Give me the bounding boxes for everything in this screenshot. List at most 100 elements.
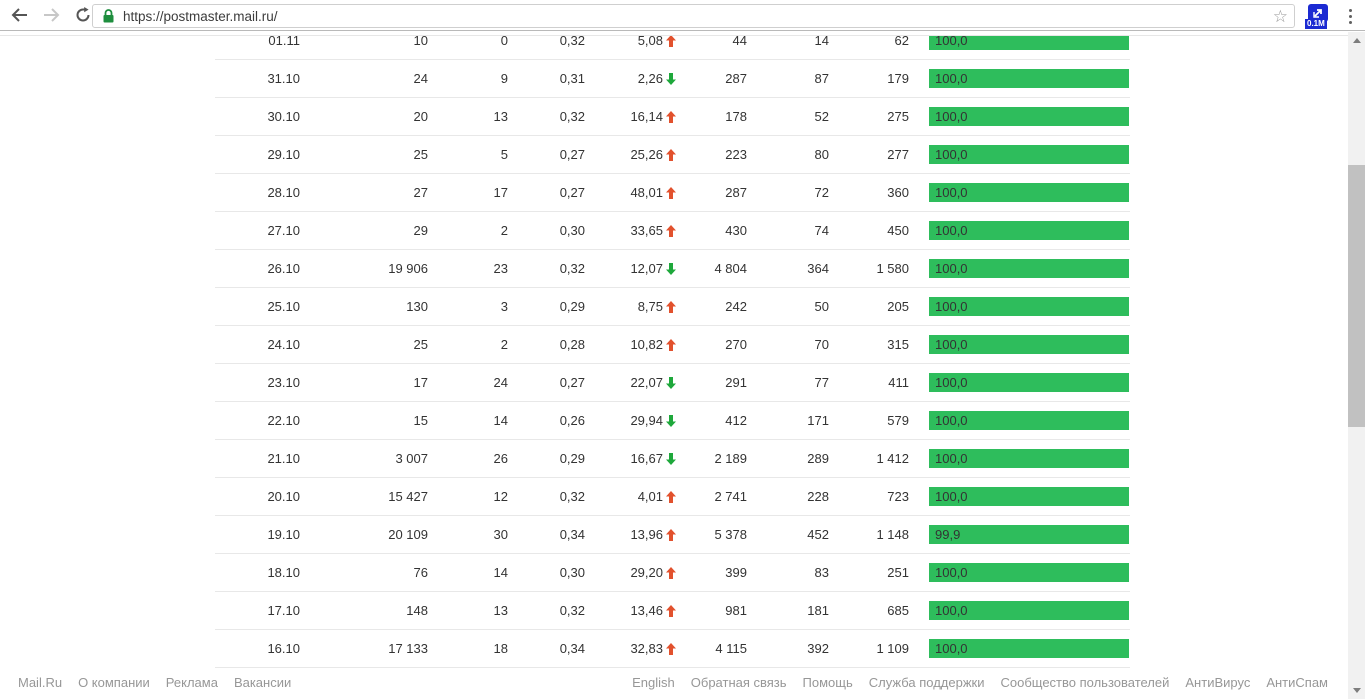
table-row: 19.10 20 109 30 0,34 13,96 5 378 452 1 1…: [215, 516, 1130, 554]
footer-link-anchor[interactable]: Сообщество пользователей: [1000, 675, 1170, 690]
cell-value-5: 52: [814, 109, 829, 124]
scrollbar-down-button[interactable]: [1348, 682, 1365, 699]
cell-value-4: 178: [725, 109, 747, 124]
footer-links-left: Mail.Ru О компании Реклама Вакансии: [18, 674, 291, 692]
cell-value-3: 0,32: [559, 261, 585, 276]
trend-arrow-icon: [663, 72, 679, 85]
cell-quality: 100,0: [909, 487, 1130, 506]
back-button[interactable]: [6, 2, 32, 28]
table-row: 16.10 17 133 18 0,34 32,83 4 115 392 1 1…: [215, 630, 1130, 668]
vertical-scrollbar[interactable]: [1348, 32, 1365, 699]
quality-bar: 99,9: [929, 525, 1129, 544]
cell-value-5: 171: [807, 413, 829, 428]
cell-delta: 13,46: [585, 603, 679, 618]
footer-link: Служба поддержки: [869, 674, 985, 692]
footer-link-anchor[interactable]: Обратная связь: [690, 675, 787, 690]
delta-value: 13,96: [630, 527, 663, 542]
cell-delta: 4,01: [585, 489, 679, 504]
cell-value-5: 392: [807, 641, 829, 656]
cell-value-1: 24: [413, 71, 428, 86]
footer-link-anchor[interactable]: Вакансии: [233, 675, 292, 690]
scrollbar-up-button[interactable]: [1348, 32, 1365, 49]
footer-link-anchor[interactable]: Служба поддержки: [868, 675, 985, 690]
cell-value-2: 5: [500, 147, 508, 162]
delta-value: 13,46: [630, 603, 663, 618]
cell-value-4: 270: [725, 337, 747, 352]
cell-value-4: 44: [732, 36, 747, 48]
bookmark-star-icon[interactable]: ☆: [1272, 6, 1288, 26]
page-content: 01.11 10 0 0,32 5,08 44 14 62 100,0 31.1…: [0, 31, 1365, 698]
footer-link: Mail.Ru: [18, 674, 62, 692]
trend-arrow-icon: [663, 110, 679, 123]
cell-value-3: 0,27: [559, 147, 585, 162]
cell-value-3: 0,34: [559, 527, 585, 542]
cell-value-2: 14: [493, 565, 508, 580]
footer-link-anchor[interactable]: АнтиСпам: [1266, 675, 1328, 690]
cell-delta: 33,65: [585, 223, 679, 238]
cell-delta: 2,26: [585, 71, 679, 86]
cell-date: 17.10: [267, 603, 300, 618]
extension-button[interactable]: 0.1M: [1305, 3, 1330, 29]
trend-arrow-icon: [663, 36, 679, 47]
cell-value-4: 2 189: [714, 451, 747, 466]
cell-value-2: 9: [500, 71, 508, 86]
cell-value-5: 80: [814, 147, 829, 162]
table-row: 24.10 25 2 0,28 10,82 270 70 315 100,0: [215, 326, 1130, 364]
browser-menu-button[interactable]: [1340, 3, 1360, 29]
footer-link-anchor[interactable]: О компании: [78, 675, 150, 690]
delta-value: 48,01: [630, 185, 663, 200]
cell-value-1: 130: [406, 299, 428, 314]
cell-date: 30.10: [267, 109, 300, 124]
cell-value-3: 0,32: [559, 109, 585, 124]
quality-bar: 100,0: [929, 411, 1129, 430]
cell-value-4: 223: [725, 147, 747, 162]
footer-link-anchor[interactable]: Mail.Ru: [18, 675, 63, 690]
trend-arrow-icon: [663, 148, 679, 161]
cell-value-5: 70: [814, 337, 829, 352]
cell-quality: 100,0: [909, 183, 1130, 202]
scrollbar-thumb[interactable]: [1348, 165, 1365, 427]
cell-delta: 29,20: [585, 565, 679, 580]
quality-bar: 100,0: [929, 36, 1129, 50]
delta-value: 29,20: [630, 565, 663, 580]
address-bar[interactable]: https://postmaster.mail.ru/ ☆: [92, 4, 1295, 28]
footer-link: English: [632, 674, 675, 692]
cell-value-3: 0,29: [559, 299, 585, 314]
cell-value-6: 579: [887, 413, 909, 428]
footer-link-anchor[interactable]: English: [632, 675, 675, 690]
trend-arrow-icon: [663, 338, 679, 351]
page-footer: Mail.Ru О компании Реклама Вакансии English…: [0, 668, 1348, 698]
cell-quality: 100,0: [909, 639, 1130, 658]
cell-value-3: 0,26: [559, 413, 585, 428]
delta-value: 25,26: [630, 147, 663, 162]
cell-value-1: 148: [406, 603, 428, 618]
cell-value-4: 4 804: [714, 261, 747, 276]
table-row: 30.10 20 13 0,32 16,14 178 52 275 100,0: [215, 98, 1130, 136]
cell-value-3: 0,29: [559, 451, 585, 466]
quality-bar: 100,0: [929, 145, 1129, 164]
cell-value-3: 0,28: [559, 337, 585, 352]
cell-value-6: 450: [887, 223, 909, 238]
reload-button[interactable]: [70, 2, 96, 28]
table-row: 22.10 15 14 0,26 29,94 412 171 579 100,0: [215, 402, 1130, 440]
cell-quality: 100,0: [909, 449, 1130, 468]
footer-link-anchor[interactable]: АнтиВирус: [1185, 675, 1251, 690]
cell-date: 25.10: [267, 299, 300, 314]
cell-value-5: 87: [814, 71, 829, 86]
cell-value-4: 287: [725, 71, 747, 86]
cell-delta: 48,01: [585, 185, 679, 200]
cell-value-3: 0,34: [559, 641, 585, 656]
cell-delta: 16,14: [585, 109, 679, 124]
forward-button[interactable]: [38, 2, 64, 28]
trend-arrow-icon: [663, 376, 679, 389]
cell-value-6: 205: [887, 299, 909, 314]
footer-link-anchor[interactable]: Реклама: [165, 675, 218, 690]
cell-value-1: 76: [413, 565, 428, 580]
cell-date: 28.10: [267, 185, 300, 200]
cell-value-1: 27: [413, 185, 428, 200]
url-text[interactable]: https://postmaster.mail.ru/: [123, 8, 278, 24]
footer-link-anchor[interactable]: Помощь: [802, 675, 853, 690]
cell-quality: 100,0: [909, 411, 1130, 430]
extension-icon: [1308, 4, 1328, 22]
cell-value-2: 12: [493, 489, 508, 504]
